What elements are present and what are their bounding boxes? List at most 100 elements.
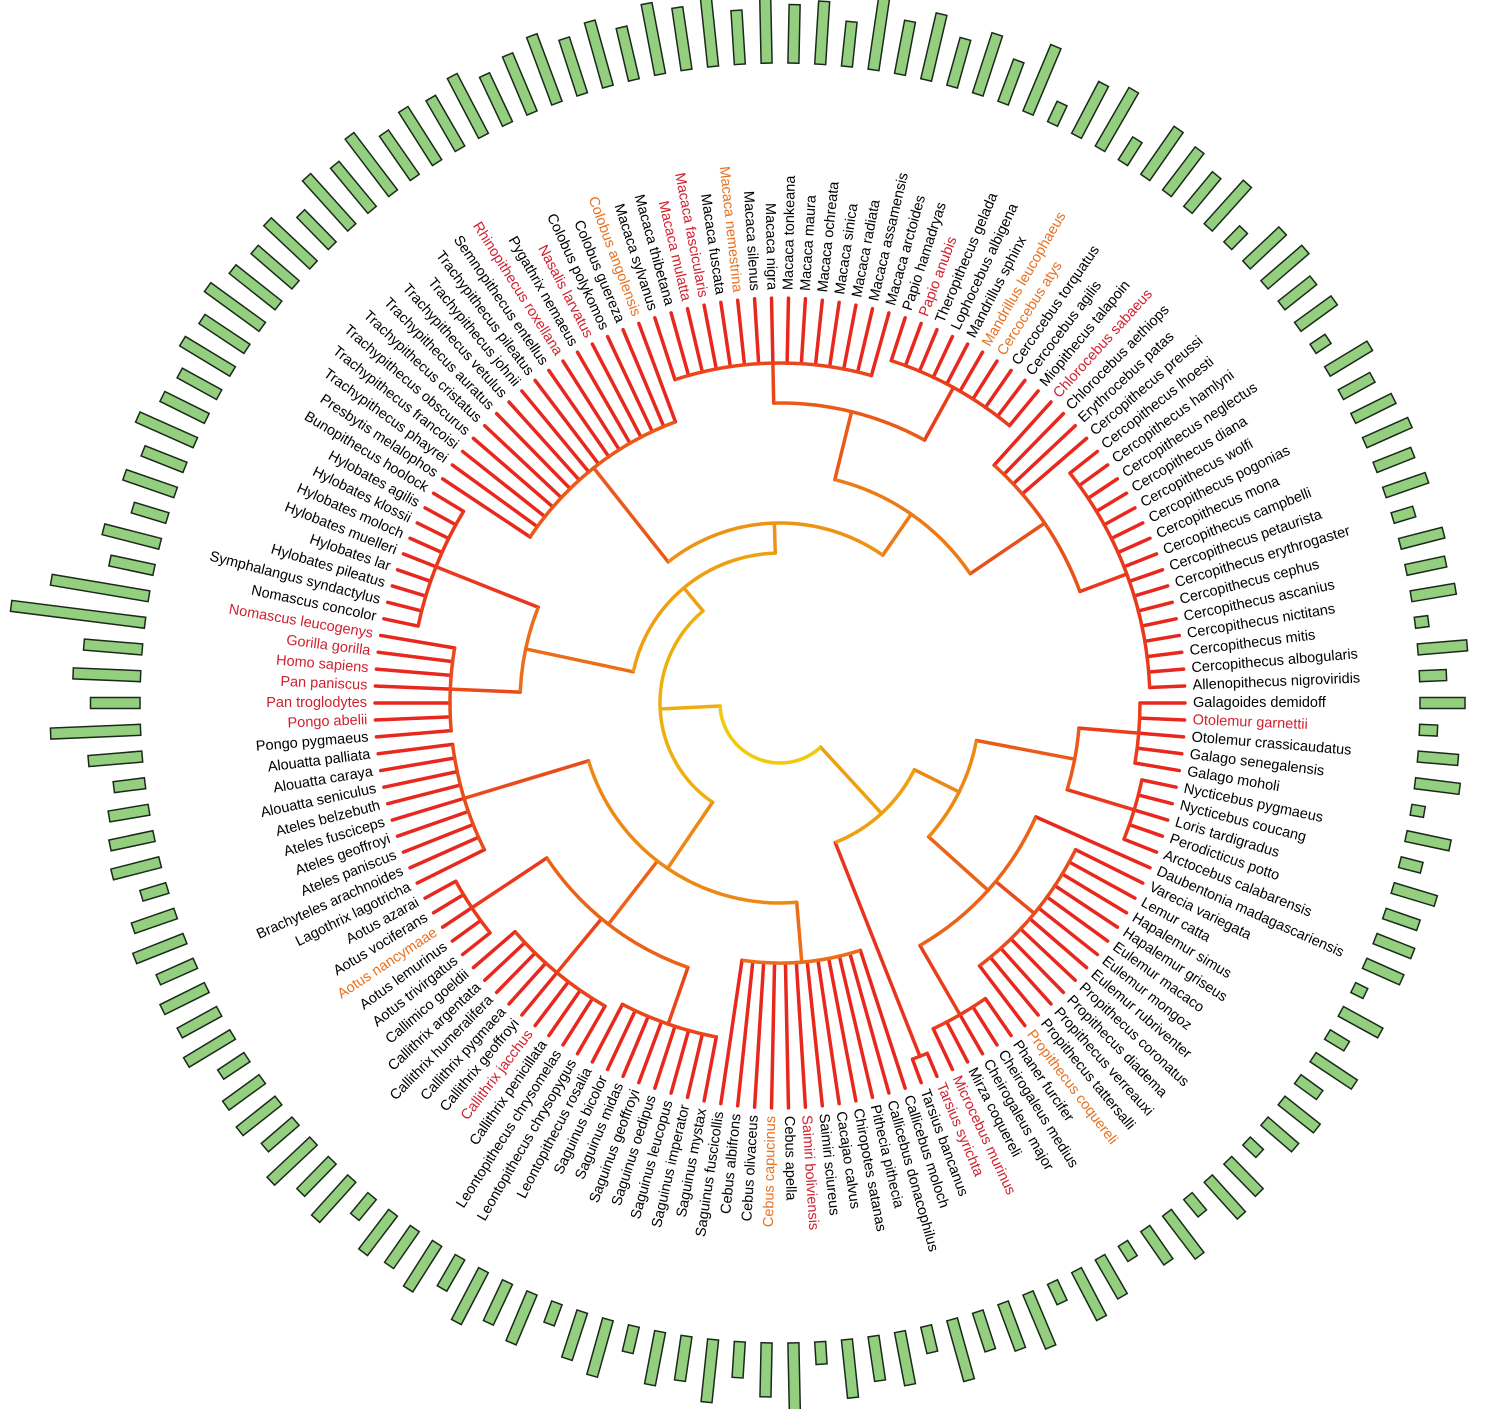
- bar: [1397, 526, 1446, 551]
- bar: [643, 1329, 667, 1387]
- branch: [1018, 927, 1077, 982]
- bar: [178, 335, 237, 378]
- bar: [1397, 855, 1424, 874]
- bar: [357, 1208, 399, 1257]
- branch: [988, 955, 1040, 1017]
- branch: [977, 964, 1027, 1028]
- bar: [9, 599, 147, 630]
- bar: [542, 1299, 564, 1327]
- branch: [415, 521, 451, 541]
- bar: [310, 1173, 357, 1224]
- bar: [1046, 100, 1069, 128]
- branch: [1137, 716, 1187, 722]
- branch: [395, 809, 471, 838]
- branch: [1002, 411, 1066, 477]
- branch: [841, 303, 858, 371]
- bar: [378, 128, 421, 182]
- species-label: Macaca nigra: [762, 203, 780, 291]
- bar: [1413, 614, 1430, 630]
- branch: [373, 684, 453, 691]
- branch: [440, 477, 532, 539]
- branch: [1060, 872, 1129, 915]
- bar: [1070, 1266, 1108, 1322]
- bar: [235, 1095, 283, 1137]
- branch: [1034, 815, 1152, 870]
- branch: [382, 617, 420, 628]
- branch: [1147, 684, 1187, 690]
- branch: [769, 296, 775, 365]
- bar: [867, 1334, 887, 1383]
- bar: [203, 281, 267, 333]
- branch: [931, 334, 955, 380]
- branch: [669, 1028, 691, 1095]
- bar: [134, 411, 199, 449]
- branch: [719, 958, 744, 1106]
- branch: [783, 961, 791, 1110]
- bar: [813, 0, 831, 66]
- branch: [992, 400, 1053, 467]
- branch: [752, 960, 766, 1109]
- branch: [735, 959, 755, 1108]
- branch: [995, 378, 1027, 418]
- bar: [1409, 803, 1427, 819]
- branch: [374, 728, 453, 739]
- bar: [730, 9, 747, 66]
- branch: [590, 342, 643, 439]
- bar: [383, 1224, 421, 1270]
- branch: [816, 958, 841, 1106]
- bar: [478, 71, 514, 128]
- bar: [1323, 340, 1374, 378]
- bar: [450, 1266, 490, 1326]
- bar: [107, 829, 157, 852]
- bar: [1182, 1191, 1208, 1219]
- branch: [547, 988, 583, 1038]
- branch: [826, 956, 858, 1103]
- bar: [101, 523, 163, 551]
- branch: [702, 1035, 719, 1103]
- branch: [685, 1032, 705, 1100]
- bar: [671, 5, 693, 72]
- branch: [931, 1026, 955, 1072]
- branch: [1068, 449, 1100, 475]
- bar: [1203, 179, 1253, 233]
- bar: [621, 1323, 641, 1355]
- species-label: Cebus olivaceus: [739, 1115, 762, 1222]
- branch: [395, 568, 433, 584]
- species-label: Pan troglodytes: [266, 695, 367, 711]
- bar: [1403, 555, 1448, 577]
- branch: [590, 1002, 625, 1064]
- bar: [158, 981, 211, 1016]
- bar: [698, 0, 720, 68]
- bar: [1390, 881, 1439, 908]
- branch: [1045, 895, 1110, 943]
- branch: [702, 303, 719, 371]
- bar: [1259, 1115, 1300, 1153]
- branch: [605, 334, 655, 434]
- branch: [666, 965, 690, 1026]
- bar: [89, 696, 141, 710]
- bar: [1139, 125, 1185, 182]
- branch: [794, 900, 804, 964]
- branch: [374, 667, 453, 678]
- branch: [431, 892, 466, 915]
- branch: [471, 929, 517, 970]
- branch: [450, 463, 540, 529]
- bar: [1418, 723, 1439, 737]
- bar: [436, 1253, 466, 1293]
- branch: [1109, 521, 1145, 541]
- branch: [378, 756, 457, 773]
- branch: [423, 506, 458, 527]
- bar: [176, 367, 223, 401]
- branch: [752, 297, 761, 366]
- branch: [1140, 778, 1178, 789]
- branch: [945, 342, 970, 386]
- branch: [1145, 650, 1184, 659]
- bar: [1161, 1208, 1206, 1261]
- branch: [1136, 793, 1175, 806]
- bar: [501, 51, 539, 117]
- bar: [402, 1239, 443, 1293]
- bar: [505, 1289, 539, 1346]
- bar: [840, 1338, 860, 1400]
- branch: [460, 931, 492, 957]
- branch: [653, 316, 677, 382]
